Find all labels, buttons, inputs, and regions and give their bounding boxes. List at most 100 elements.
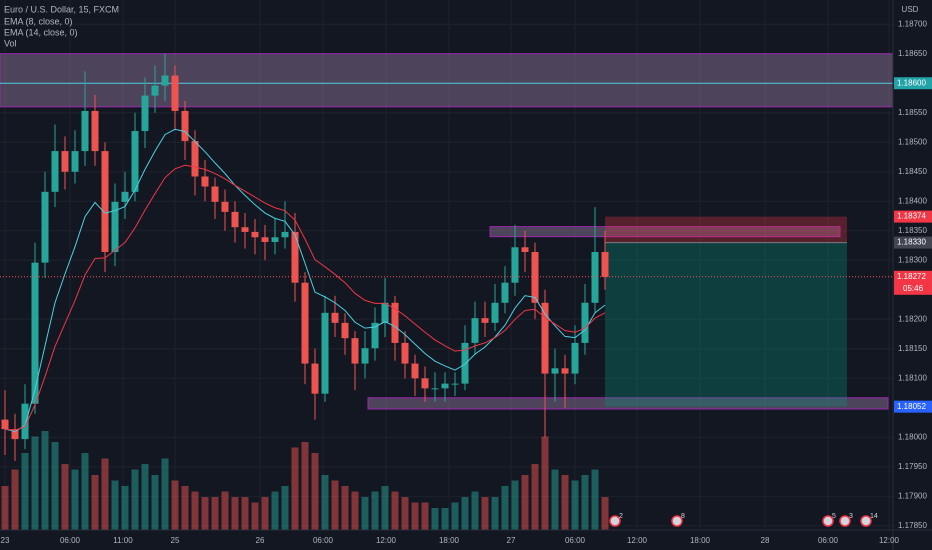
candle-body xyxy=(571,342,579,374)
candle-body xyxy=(471,318,479,343)
ema-line xyxy=(4,164,606,431)
candle-body xyxy=(201,176,209,187)
candle-body xyxy=(91,110,99,152)
volume-bar xyxy=(381,486,389,530)
candle-body xyxy=(451,383,459,385)
candle-body xyxy=(381,302,389,323)
volume-bar xyxy=(561,475,569,530)
y-tick-label: 1.18300 xyxy=(898,255,927,264)
price-tag-label: 1.18600 xyxy=(897,78,926,87)
candle-body xyxy=(601,252,609,277)
y-tick-label: 1.17950 xyxy=(898,462,927,471)
candle-body xyxy=(511,247,519,283)
volume-bar xyxy=(181,486,189,530)
volume-bar xyxy=(91,475,99,530)
candle-body xyxy=(291,231,299,283)
x-tick-label: 28 xyxy=(761,536,770,545)
volume-bar xyxy=(351,491,359,530)
price-tag-label: 1.18052 xyxy=(897,402,926,411)
event-icon xyxy=(860,515,872,527)
x-tick-label: 06:00 xyxy=(313,536,334,545)
currency-label: USD xyxy=(902,5,919,14)
stop-zone xyxy=(605,216,847,243)
volume-bar xyxy=(281,486,289,530)
event-count: 8 xyxy=(681,513,685,520)
price-tag-label: 1.18374 xyxy=(897,212,926,221)
volume-bar xyxy=(401,497,409,530)
volume-bar xyxy=(301,442,309,530)
x-tick-label: 12:00 xyxy=(879,536,900,545)
candle-body xyxy=(251,231,259,238)
volume-bar xyxy=(161,458,169,530)
zone xyxy=(0,53,894,108)
x-tick-label: 06:00 xyxy=(818,536,839,545)
candle-body xyxy=(481,318,489,323)
candle-body xyxy=(211,186,219,202)
volume-bar xyxy=(201,497,209,530)
candle-body xyxy=(301,282,309,364)
candle-body xyxy=(81,110,89,152)
volume-bar xyxy=(11,469,19,530)
candle-body xyxy=(531,252,539,303)
volume-bar xyxy=(481,497,489,530)
volume-bar xyxy=(151,475,159,530)
candle-body xyxy=(191,141,199,177)
candle-body xyxy=(241,227,249,232)
candle-body xyxy=(391,302,399,343)
candle-body xyxy=(271,237,279,242)
volume-bar xyxy=(1,486,9,530)
y-tick-label: 1.18100 xyxy=(898,373,927,382)
volume-bar xyxy=(451,502,459,530)
x-tick-label: 06:00 xyxy=(565,536,586,545)
volume-bar xyxy=(551,469,559,530)
candle-body xyxy=(31,262,39,404)
candle-body xyxy=(341,322,349,339)
y-tick-label: 1.18150 xyxy=(898,344,927,353)
volume-bar xyxy=(421,502,429,530)
y-tick-label: 1.17850 xyxy=(898,521,927,530)
volume-bar xyxy=(251,502,259,530)
candle-body xyxy=(401,342,409,364)
price-tag xyxy=(894,236,932,249)
y-tick-label: 1.18500 xyxy=(898,137,927,146)
volume-bar xyxy=(391,491,399,530)
volume-bar xyxy=(521,475,529,530)
candle-body xyxy=(311,363,319,394)
y-tick-label: 1.18450 xyxy=(898,167,927,176)
candle-body xyxy=(491,302,499,323)
volume-bar xyxy=(371,491,379,530)
candle-body xyxy=(51,151,59,192)
zone xyxy=(489,226,841,238)
volume-bar xyxy=(31,436,39,530)
volume-bar xyxy=(601,497,609,530)
volume-bar xyxy=(51,442,59,530)
price-tag xyxy=(894,270,932,295)
y-tick-label: 1.18700 xyxy=(898,19,927,28)
volume-bar xyxy=(341,486,349,530)
candle-body xyxy=(161,75,169,86)
volume-bar xyxy=(441,508,449,530)
price-tag xyxy=(894,77,932,90)
volume-bar xyxy=(431,508,439,530)
candle-body xyxy=(541,302,549,374)
candle-body xyxy=(231,211,239,228)
volume-bar xyxy=(171,480,179,530)
plot-area xyxy=(0,0,894,530)
candle-body xyxy=(351,338,359,364)
zone xyxy=(367,397,889,410)
candle-body xyxy=(101,151,109,253)
candle-body xyxy=(221,201,229,212)
candle-body xyxy=(441,383,449,389)
volume-bar xyxy=(491,497,499,530)
candle-body xyxy=(181,110,189,142)
y-tick-label: 1.18000 xyxy=(898,432,927,441)
volume-bar xyxy=(71,469,79,530)
volume-bar xyxy=(271,491,279,530)
x-tick-label: 26 xyxy=(256,536,265,545)
x-tick-label: 12:00 xyxy=(376,536,397,545)
y-tick-label: 1.18350 xyxy=(898,226,927,235)
candle-body xyxy=(71,151,79,172)
candle-body xyxy=(431,388,439,390)
volume-bar xyxy=(121,486,129,530)
